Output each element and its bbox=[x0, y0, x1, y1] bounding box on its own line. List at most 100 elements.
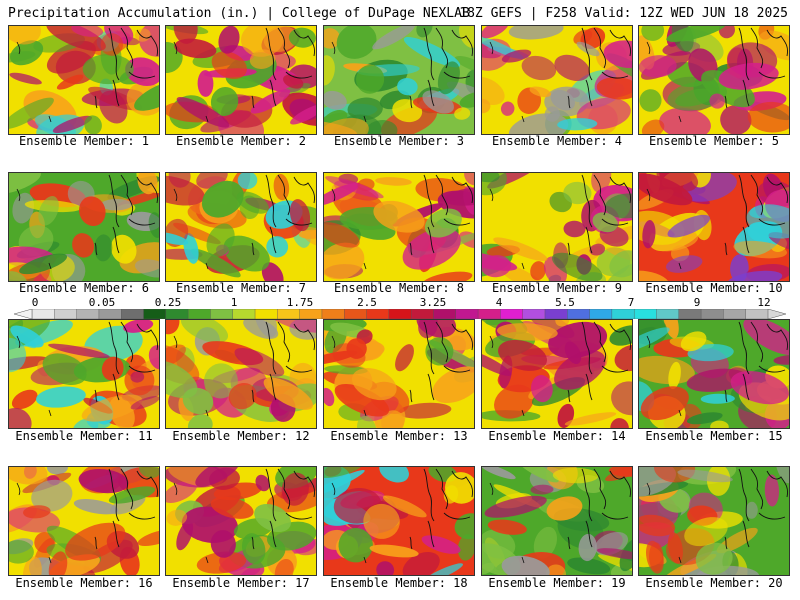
precip-blob bbox=[563, 181, 592, 205]
header-title: Precipitation Accumulation (in.) | Colle… bbox=[8, 6, 470, 21]
precip-blob bbox=[516, 467, 559, 483]
precip-blob bbox=[548, 321, 608, 359]
precip-blob bbox=[403, 37, 461, 68]
ensemble-map-panel bbox=[323, 319, 475, 429]
precip-blob bbox=[501, 555, 550, 575]
precip-field bbox=[639, 467, 789, 575]
precip-blob bbox=[639, 270, 670, 281]
colorbar-segment bbox=[54, 309, 78, 319]
precip-blob bbox=[9, 407, 32, 428]
precip-field bbox=[324, 173, 474, 281]
great-lakes-outline bbox=[567, 27, 631, 109]
colorbar-segment bbox=[745, 309, 769, 319]
precip-blob bbox=[454, 107, 471, 120]
precip-blob bbox=[9, 72, 42, 85]
precip-blob bbox=[446, 81, 474, 110]
colorbar-left-arrow bbox=[14, 309, 33, 319]
precip-blob bbox=[261, 262, 284, 281]
precip-blob bbox=[432, 366, 474, 404]
colorbar-segment bbox=[700, 309, 725, 319]
colorbar-segment bbox=[366, 309, 390, 319]
precip-blob bbox=[228, 382, 257, 410]
ensemble-map-panel bbox=[8, 25, 160, 135]
state-outline bbox=[489, 335, 525, 417]
precip-blob bbox=[701, 70, 755, 108]
precip-field bbox=[166, 26, 316, 134]
precip-blob bbox=[424, 208, 462, 238]
precip-blob bbox=[210, 496, 254, 519]
precip-blob bbox=[324, 222, 360, 248]
state-outline bbox=[173, 482, 209, 564]
colorbar-segment bbox=[143, 309, 167, 319]
precip-blob bbox=[457, 534, 474, 561]
precip-blob bbox=[166, 480, 198, 504]
precip-blob bbox=[73, 418, 99, 428]
precip-blob bbox=[254, 503, 291, 533]
state-outline bbox=[646, 41, 682, 123]
precip-blob bbox=[134, 259, 159, 278]
colorbar-tick-label: 0.25 bbox=[154, 296, 182, 309]
precip-blob bbox=[700, 393, 735, 404]
precip-blob bbox=[23, 505, 51, 519]
precip-blob bbox=[533, 526, 557, 559]
precip-blob bbox=[324, 55, 335, 86]
precip-blob bbox=[338, 527, 373, 563]
precip-blob bbox=[608, 467, 632, 477]
precip-blob bbox=[324, 118, 369, 134]
precip-blob bbox=[497, 323, 558, 341]
ensemble-member-label: Ensemble Member: 17 bbox=[172, 576, 310, 590]
precip-blob bbox=[130, 396, 159, 410]
state-outline bbox=[173, 188, 209, 270]
precip-blob bbox=[52, 115, 93, 134]
precip-blob bbox=[79, 196, 106, 227]
ensemble-member-label: Ensemble Member: 11 bbox=[15, 429, 153, 443]
precip-field bbox=[482, 26, 632, 134]
precip-blob bbox=[48, 343, 110, 359]
great-lakes-outline bbox=[409, 321, 473, 403]
precip-blob bbox=[376, 561, 395, 575]
precip-blob bbox=[298, 229, 316, 239]
precip-blob bbox=[425, 337, 454, 366]
precip-blob bbox=[641, 119, 665, 134]
precip-blob bbox=[203, 363, 238, 399]
precip-blob bbox=[263, 26, 298, 52]
precip-blob bbox=[498, 339, 547, 371]
precip-blob bbox=[576, 41, 600, 57]
precip-blob bbox=[773, 355, 789, 365]
precip-blob bbox=[9, 337, 27, 373]
great-lakes-outline bbox=[409, 27, 473, 109]
precip-blob bbox=[42, 353, 87, 386]
precip-blob bbox=[19, 253, 68, 275]
state-outline bbox=[489, 188, 525, 270]
ensemble-member-label: Ensemble Member: 16 bbox=[15, 576, 153, 590]
precip-blob bbox=[530, 484, 554, 495]
ensemble-map-panel bbox=[481, 319, 633, 429]
precip-blob bbox=[437, 61, 460, 95]
ensemble-map-panel bbox=[481, 466, 633, 576]
great-lakes-outline bbox=[251, 468, 315, 550]
ensemble-map-panel bbox=[638, 25, 790, 135]
precip-blob bbox=[139, 467, 159, 478]
precip-blob bbox=[530, 261, 546, 281]
precip-blob bbox=[686, 412, 723, 425]
precip-blob bbox=[290, 104, 316, 125]
great-lakes-outline bbox=[251, 174, 315, 256]
ensemble-member-label: Ensemble Member: 18 bbox=[330, 576, 468, 590]
precip-blob bbox=[365, 120, 398, 134]
precip-blob bbox=[324, 90, 347, 110]
precip-blob bbox=[458, 26, 474, 48]
precip-blob bbox=[668, 361, 681, 390]
precip-blob bbox=[148, 345, 159, 370]
precip-blob bbox=[357, 415, 377, 428]
precip-blob bbox=[482, 26, 509, 39]
colorbar-tick-label: 12 bbox=[757, 296, 771, 309]
precip-field bbox=[166, 320, 316, 428]
colorbar-segment bbox=[187, 309, 212, 319]
precip-field bbox=[9, 26, 159, 134]
precip-field bbox=[482, 173, 632, 281]
precip-blob bbox=[397, 77, 418, 96]
colorbar-tick-label: 4 bbox=[495, 296, 503, 309]
state-outline bbox=[173, 41, 209, 123]
precip-field bbox=[482, 320, 632, 428]
colorbar-segment bbox=[277, 309, 301, 319]
